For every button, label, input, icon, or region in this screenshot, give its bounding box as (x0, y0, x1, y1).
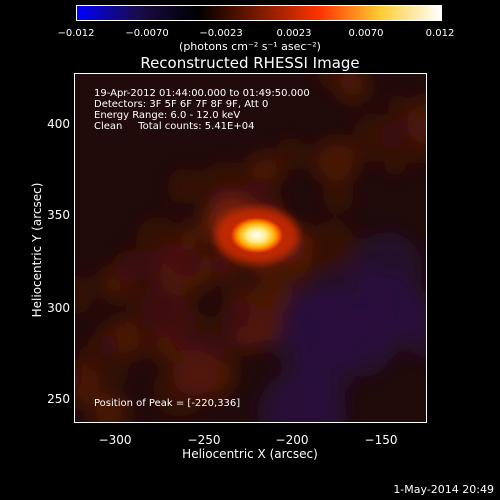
colorbar-tick: −0.0070 (125, 28, 169, 39)
image-canvas (75, 74, 426, 422)
x-tick: −150 (364, 433, 398, 447)
peak-position: Position of Peak = [-220,336] (94, 398, 241, 409)
colorbar-tick: 0.0070 (348, 28, 384, 39)
y-tick: 300 (47, 301, 70, 315)
x-tick: −250 (187, 433, 221, 447)
detectors-info: Detectors: 3F 5F 6F 7F 8F 9F, Att 0 (94, 99, 269, 110)
time-range: 19-Apr-2012 01:44:00.000 to 01:49:50.000 (94, 88, 310, 99)
clean-counts: Clean Total counts: 5.41E+04 (94, 121, 255, 132)
y-tick: 350 (47, 208, 70, 222)
colorbar-tick: −0.0023 (199, 28, 243, 39)
render-date: 1-May-2014 20:49 (393, 483, 494, 496)
x-axis-label: Heliocentric X (arcsec) (182, 447, 318, 461)
rhessi-image (74, 73, 427, 423)
colorbar-tick: 0.012 (425, 28, 455, 39)
plot-title: Reconstructed RHESSI Image (140, 54, 360, 72)
x-tick: −200 (275, 433, 309, 447)
x-tick: −300 (98, 433, 132, 447)
colorbar (76, 5, 442, 21)
energy-range: Energy Range: 6.0 - 12.0 keV (94, 110, 241, 121)
colorbar-tick: 0.0023 (276, 28, 312, 39)
colorbar-tick: −0.012 (57, 28, 95, 39)
colorbar-units: (photons cm⁻² s⁻¹ asec⁻²) (179, 40, 321, 53)
y-tick: 400 (47, 117, 70, 131)
flare-source (228, 216, 285, 255)
y-axis-label: Heliocentric Y (arcsec) (30, 182, 44, 318)
y-tick: 250 (47, 392, 70, 406)
